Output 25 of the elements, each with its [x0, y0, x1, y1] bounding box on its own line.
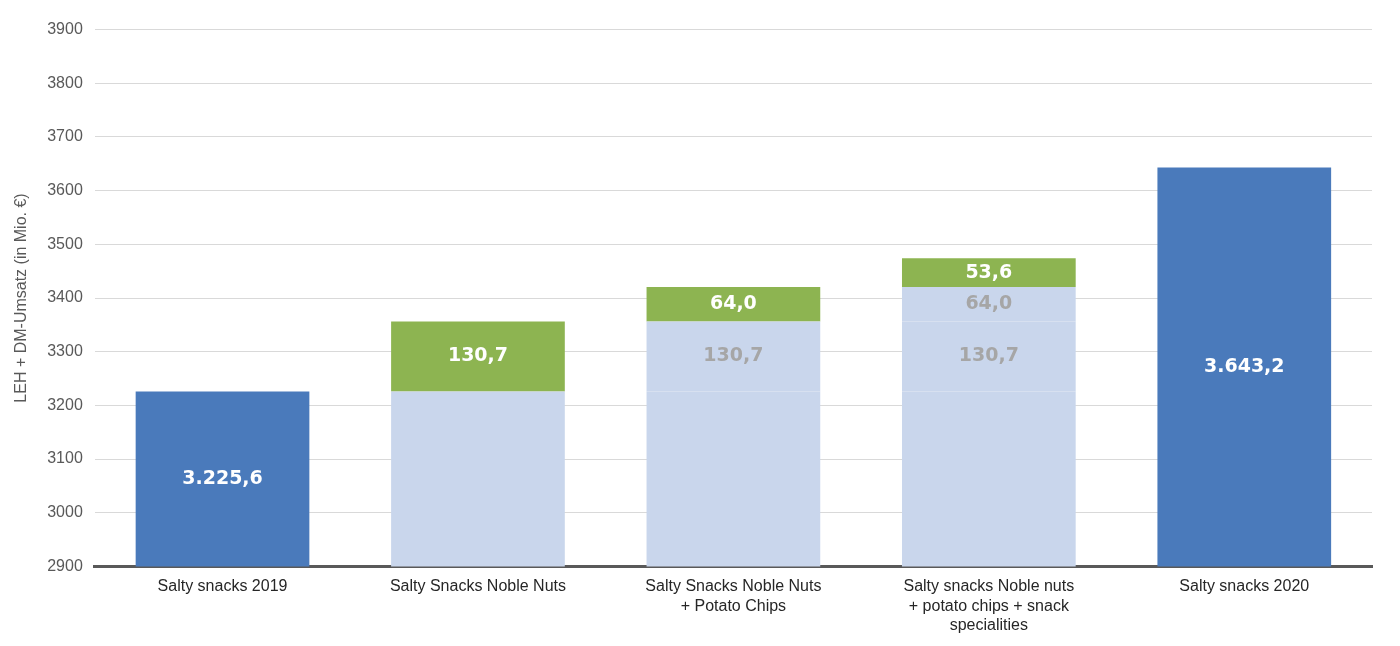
- data-label: 53,6: [965, 259, 1013, 282]
- data-label: 130,7: [447, 343, 509, 366]
- x-tick-label: Salty snacks 2019: [157, 577, 288, 595]
- data-label: 64,0: [709, 291, 757, 314]
- x-tick-label: Salty snacks 2020: [1179, 577, 1310, 595]
- data-label: 3.643,2: [1204, 353, 1285, 376]
- y-tick-label: 3500: [47, 234, 83, 252]
- data-label: 64,0: [965, 291, 1013, 314]
- x-tick-label: Salty Snacks Noble Nuts: [389, 577, 566, 595]
- data-label: 3.225,6: [182, 465, 263, 488]
- x-tick-label: Salty Snacks Noble Nuts + Potato Chips: [645, 577, 822, 614]
- y-tick-label: 3900: [47, 20, 83, 38]
- y-tick-label: 3700: [47, 127, 83, 145]
- y-tick-label: 3400: [47, 288, 83, 306]
- x-tick-label: Salty snacks Noble nuts + potato chips + snack specialities: [903, 577, 1075, 633]
- data-label: 130,7: [703, 343, 764, 366]
- y-axis-title: LEH + DM-Umsatz (in Mio. €): [12, 193, 30, 403]
- y-tick-label: 3300: [47, 342, 83, 360]
- y-tick-label: 3100: [47, 449, 83, 467]
- y-tick-label: 3800: [47, 73, 83, 91]
- y-tick-label: 3600: [47, 181, 83, 199]
- y-tick-label: 3200: [47, 395, 83, 413]
- y-tick-label: 2900: [47, 556, 83, 574]
- y-tick-label: 3000: [47, 503, 83, 521]
- data-label: 130,7: [958, 343, 1019, 366]
